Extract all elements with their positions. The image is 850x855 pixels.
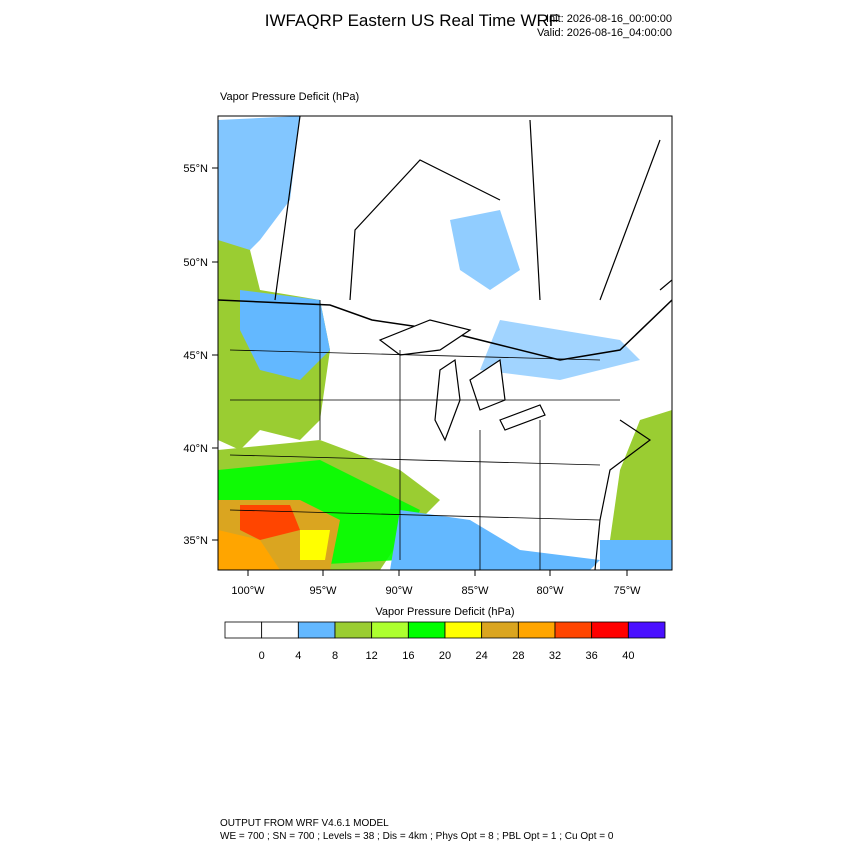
colorbar-box [224,621,263,639]
colorbar-box [334,621,373,639]
colorbar: 0 4 8 12 16 20 24 28 32 36 40 [224,621,666,662]
map-frame [217,115,673,571]
lon-label: 85°W [461,585,489,597]
colorbar-box [261,621,299,639]
lon-label: 100°W [231,585,265,597]
footer-line: OUTPUT FROM WRF V4.6.1 MODEL [220,818,389,829]
colorbar-box [371,621,409,639]
colorbar-box [297,621,336,639]
colorbar-label: 16 [402,650,414,662]
colorbar-box [407,621,446,639]
lat-label: 40°N [183,443,208,455]
colorbar-label: 40 [622,650,634,662]
colorbar-box [517,621,556,639]
title: IWFAQRP Eastern US Real Time WRF [265,11,559,30]
lon-label: 90°W [385,585,413,597]
map-field [218,116,672,570]
colorbar-label: 24 [476,650,488,662]
lat-label: 35°N [183,535,208,547]
colorbar-label: 36 [586,650,598,662]
init-time: Init: 2026-08-16_00:00:00 [546,13,672,25]
lat-label: 50°N [183,257,208,269]
colorbar-title: Vapor Pressure Deficit (hPa) [375,606,514,618]
colorbar-label: 28 [512,650,524,662]
colorbar-box [591,621,629,639]
lon-label: 95°W [309,585,337,597]
colorbar-label: 0 [259,650,265,662]
colorbar-box [627,621,666,639]
field-label: Vapor Pressure Deficit (hPa) [220,91,359,103]
footer-line: WE = 700 ; SN = 700 ; Levels = 38 ; Dis … [220,831,614,842]
valid-time: Valid: 2026-08-16_04:00:00 [537,27,672,39]
colorbar-box [481,621,519,639]
map-axes: 55°N 50°N 45°N 40°N 35°N 100°W 95°W 90°W 85°W 80°… [183,163,641,597]
lat-label: 55°N [183,163,208,175]
colorbar-box [444,621,483,639]
colorbar-label: 8 [332,650,338,662]
colorbar-label: 12 [366,650,378,662]
colorbar-label: 32 [549,650,561,662]
colorbar-label: 4 [295,650,301,662]
lon-label: 80°W [536,585,564,597]
colorbar-label: 20 [439,650,451,662]
lat-label: 45°N [183,350,208,362]
lon-label: 75°W [613,585,641,597]
colorbar-box [554,621,593,639]
